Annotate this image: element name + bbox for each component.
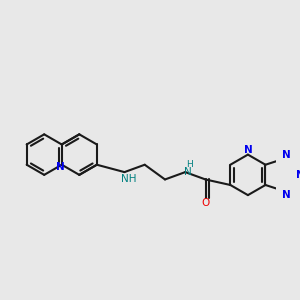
Text: N: N [282, 190, 291, 200]
Text: N: N [184, 167, 192, 177]
Text: N: N [282, 150, 291, 160]
Text: O: O [201, 198, 210, 208]
Text: N: N [244, 145, 252, 155]
Text: NH: NH [121, 173, 137, 184]
Text: N: N [296, 170, 300, 180]
Text: H: H [187, 160, 193, 169]
Text: N: N [56, 162, 65, 172]
